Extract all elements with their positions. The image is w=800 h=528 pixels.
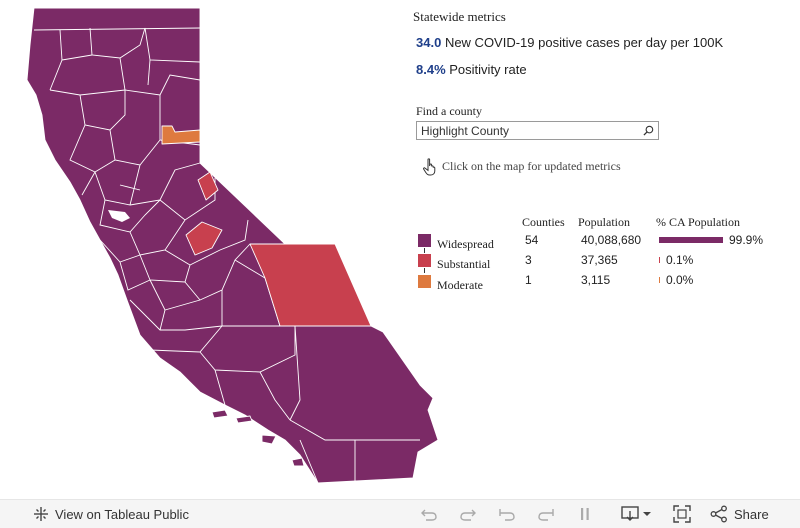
pct-substantial: 0.1% (666, 253, 694, 267)
find-county-label: Find a county (416, 104, 482, 118)
legend-divider (424, 248, 425, 253)
share-icon (710, 505, 727, 523)
tableau-logo-icon (34, 507, 48, 521)
pct-widespread: 99.9% (729, 233, 764, 247)
positivity-metric: 8.4% Positivity rate (416, 62, 527, 77)
county-region[interactable] (161, 125, 201, 145)
island-region[interactable] (211, 409, 229, 419)
pct-bar-substantial (659, 257, 660, 263)
revert-icon (499, 509, 515, 521)
download-button[interactable] (621, 500, 653, 528)
pointer-hand-icon (423, 158, 436, 176)
view-on-tableau-link[interactable]: View on Tableau Public (33, 500, 189, 528)
redo-button[interactable] (459, 500, 477, 528)
map-hint: Click on the map for updated metrics (422, 158, 621, 176)
legend-label-moderate: Moderate (437, 278, 483, 292)
view-on-tableau-label: View on Tableau Public (55, 506, 189, 522)
statewide-metrics-title: Statewide metrics (413, 9, 506, 24)
search-icon[interactable] (643, 125, 654, 136)
island-region[interactable] (235, 415, 253, 424)
island-region[interactable] (261, 434, 277, 445)
bay-water (108, 210, 130, 222)
tableau-toolbar: View on Tableau Public (0, 499, 800, 528)
counties-substantial: 3 (525, 253, 532, 267)
counties-moderate: 1 (525, 273, 532, 287)
legend-divider (424, 268, 425, 273)
forward-button[interactable] (537, 500, 555, 528)
forward-icon (538, 509, 554, 521)
redo-icon (460, 509, 476, 521)
pause-button[interactable] (578, 500, 592, 528)
share-label: Share (734, 506, 769, 522)
case-rate-label: New COVID-19 positive cases per day per … (444, 35, 724, 50)
population-widespread: 40,088,680 (581, 233, 642, 247)
case-rate-metric: 34.0 New COVID-19 positive cases per day… (416, 35, 723, 50)
county-region[interactable] (185, 221, 223, 256)
undo-button[interactable] (420, 500, 438, 528)
legend-swatch-moderate (418, 275, 431, 288)
pct-moderate: 0.0% (666, 273, 694, 287)
case-rate-value: 34.0 (416, 35, 442, 50)
positivity-value: 8.4% (416, 62, 446, 77)
county-region[interactable] (249, 243, 372, 327)
legend-label-substantial: Substantial (437, 257, 491, 271)
map-hint-text: Click on the map for updated metrics (442, 158, 621, 173)
header-counties: Counties (522, 215, 565, 229)
legend-swatch-widespread (418, 234, 431, 247)
revert-button[interactable] (498, 500, 516, 528)
header-pct-population: % CA Population (656, 215, 741, 229)
pct-bar-moderate (659, 277, 660, 283)
legend-label-widespread: Widespread (437, 237, 494, 251)
county-search-input[interactable]: Highlight County (416, 121, 659, 140)
california-county-map[interactable] (0, 0, 440, 495)
island-region[interactable] (291, 457, 305, 467)
county-region[interactable] (197, 171, 219, 201)
population-moderate: 3,115 (581, 273, 611, 287)
undo-icon (421, 509, 437, 521)
header-population: Population (578, 215, 631, 229)
legend-swatch-substantial (418, 254, 431, 267)
county-region[interactable] (26, 7, 439, 484)
fullscreen-button[interactable] (673, 500, 691, 528)
search-placeholder: Highlight County (421, 124, 510, 138)
pause-icon (581, 508, 589, 520)
download-icon (621, 506, 651, 521)
positivity-label: Positivity rate (449, 62, 527, 77)
counties-widespread: 54 (525, 233, 539, 247)
pct-bar-widespread (659, 237, 723, 243)
fullscreen-icon (673, 505, 691, 523)
population-substantial: 37,365 (581, 253, 618, 267)
share-button[interactable]: Share (710, 500, 769, 528)
